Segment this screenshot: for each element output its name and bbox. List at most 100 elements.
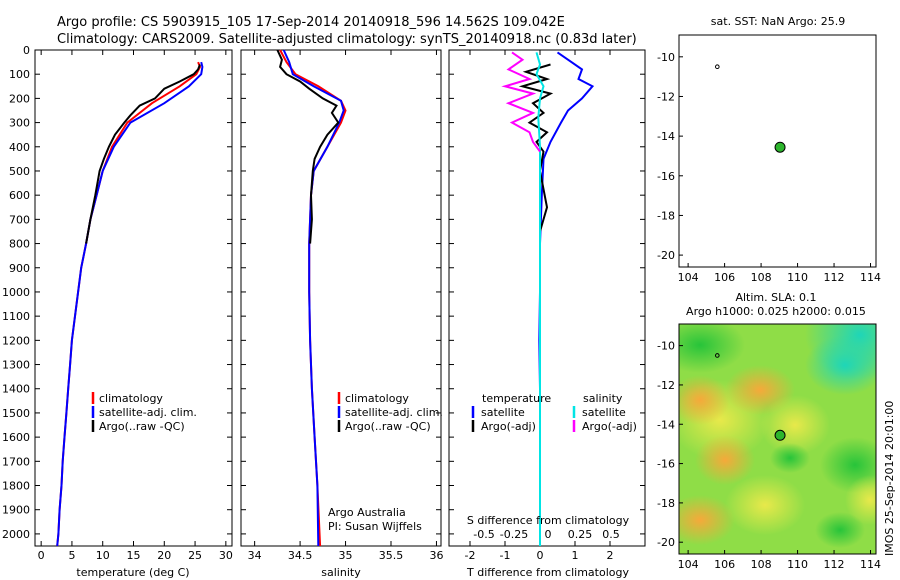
map-x-tick-label: 106 xyxy=(714,271,735,284)
legend-climatology-label: climatology xyxy=(99,392,163,405)
x-tick-label: 1 xyxy=(572,549,579,562)
map-y-tick-label: -18 xyxy=(657,209,675,222)
map-x-tick-label: 114 xyxy=(860,271,881,284)
y-tick-label: 600 xyxy=(9,189,30,202)
s-tick-label: 0.25 xyxy=(568,528,593,541)
sla-map-subtitle: Argo h1000: 0.025 h2000: 0.015 xyxy=(686,305,866,318)
s-difference-xlabel: S difference from climatology xyxy=(467,514,630,527)
temperature-xlabel: temperature (deg C) xyxy=(76,566,189,579)
y-tick-label: 200 xyxy=(9,92,30,105)
sla-map-title: Altim. SLA: 0.1 xyxy=(735,291,816,304)
argo-position-marker xyxy=(774,141,786,153)
series-line-argo-raw-qc- xyxy=(276,49,340,244)
y-tick-label: 1000 xyxy=(2,286,30,299)
x-tick-label: 0 xyxy=(38,549,45,562)
temperature-legend: climatology satellite-adj. clim. Argo(..… xyxy=(91,392,197,433)
sst-map-panel: sat. SST: NaN Argo: 25.9 104 106 108 110 112… xyxy=(657,15,881,284)
series-line-salinity-satellite xyxy=(535,52,545,546)
sla-patch xyxy=(679,495,735,545)
x-tick-label: 20 xyxy=(157,549,171,562)
sla-map-panel: Altim. SLA: 0.1 Argo h1000: 0.025 h2000:… xyxy=(657,291,896,571)
difference-panel: -2 -1 0 1 2 S difference from climatology -0… xyxy=(448,49,646,579)
argo-position-marker xyxy=(774,429,786,441)
y-tick-label: 300 xyxy=(9,117,30,130)
series-line-argo-raw-qc- xyxy=(85,64,201,244)
y-tick-label: 0 xyxy=(23,44,30,57)
map-y-tick-label: -12 xyxy=(657,90,675,103)
series-line-satellite-adj-clim- xyxy=(56,61,204,547)
s-tick-label: -0.5 xyxy=(473,528,494,541)
map-y-tick-label: -16 xyxy=(657,458,675,471)
map-x-tick-label: 108 xyxy=(751,558,772,571)
s-tick-label: -0.25 xyxy=(500,528,528,541)
legend-satellite-label: satellite-adj. clim. xyxy=(99,406,197,419)
map-y-tick-label: -10 xyxy=(657,340,675,353)
header-line-1: Argo profile: CS 5903915_105 17-Sep-2014… xyxy=(57,15,565,30)
prior-position-marker xyxy=(715,353,720,358)
sla-patch xyxy=(695,435,755,485)
sla-patch xyxy=(679,324,745,373)
s-tick-label: 0.5 xyxy=(602,528,620,541)
series-line-climatology xyxy=(56,61,202,547)
difference-axes-box xyxy=(448,49,646,547)
x-tick-label: 0 xyxy=(537,549,544,562)
y-tick-label: 1200 xyxy=(2,334,30,347)
map-y-tick-label: -12 xyxy=(657,379,675,392)
salinity-xlabel: salinity xyxy=(321,566,361,579)
sla-heatmap xyxy=(679,324,876,554)
sla-patch xyxy=(679,375,730,425)
temperature-panel: 0100200300400500600700800900100011001200… xyxy=(2,44,233,579)
x-tick-label: 36 xyxy=(429,549,443,562)
map-x-tick-label: 104 xyxy=(678,271,699,284)
pi-label: PI: Susan Wijffels xyxy=(328,520,422,533)
prior-position-marker xyxy=(715,64,720,70)
map-x-tick-label: 112 xyxy=(824,558,845,571)
sla-patch xyxy=(725,475,805,535)
legend-salinity-title: salinity xyxy=(583,392,623,405)
x-tick-label: 30 xyxy=(219,549,233,562)
y-tick-label: 400 xyxy=(9,141,30,154)
map-x-tick-label: 110 xyxy=(787,558,808,571)
argo-australia-label: Argo Australia xyxy=(328,506,406,519)
series-line-salinity-argo-adj- xyxy=(501,51,541,153)
temperature-axes-box xyxy=(34,49,233,547)
x-tick-label: 5 xyxy=(68,549,75,562)
header-line-2: Climatology: CARS2009. Satellite-adjuste… xyxy=(57,32,637,47)
legend-argo-label: Argo(..raw -QC) xyxy=(99,420,185,433)
difference-legend: temperature satellite Argo(-adj) salinit… xyxy=(471,392,637,433)
t-difference-xlabel: T difference from climatology xyxy=(466,566,629,579)
x-tick-label: -2 xyxy=(465,549,476,562)
y-tick-label: 1700 xyxy=(2,455,30,468)
x-tick-label: -1 xyxy=(500,549,511,562)
x-tick-label: 35 xyxy=(339,549,353,562)
y-tick-label: 1800 xyxy=(2,480,30,493)
imos-date-label: IMOS 25-Sep-2014 20:01:00 xyxy=(883,401,896,556)
sla-patch xyxy=(845,475,876,525)
legend-t-satellite-label: satellite xyxy=(481,406,525,419)
legend-climatology-label: climatology xyxy=(345,392,409,405)
map-y-tick-label: -20 xyxy=(657,536,675,549)
x-tick-label: 34.5 xyxy=(288,549,313,562)
series-line-satellite-adj-clim- xyxy=(282,49,345,547)
salinity-legend: climatology satellite-adj. clim. Argo(..… xyxy=(337,392,443,433)
y-tick-label: 1100 xyxy=(2,310,30,323)
map-y-tick-label: -14 xyxy=(657,130,675,143)
sst-map-title: sat. SST: NaN Argo: 25.9 xyxy=(711,15,845,28)
y-tick-label: 1500 xyxy=(2,407,30,420)
sla-patch xyxy=(770,443,810,473)
y-tick-label: 500 xyxy=(9,165,30,178)
y-tick-label: 800 xyxy=(9,238,30,251)
y-tick-label: 1300 xyxy=(2,359,30,372)
y-tick-label: 1400 xyxy=(2,383,30,396)
s-tick-label: 0 xyxy=(545,528,552,541)
sla-patch xyxy=(805,335,876,395)
y-tick-label: 1900 xyxy=(2,504,30,517)
salinity-panel: 34 34.5 35 35.5 36 salinity climatology sate… xyxy=(240,49,443,579)
map-y-tick-label: -20 xyxy=(657,249,675,262)
x-tick-label: 2 xyxy=(607,549,614,562)
series-line-temperature-argo-adj- xyxy=(518,63,554,232)
y-tick-label: 1600 xyxy=(2,431,30,444)
map-y-tick-label: -18 xyxy=(657,497,675,510)
sla-patch xyxy=(815,512,865,548)
legend-t-argo-label: Argo(-adj) xyxy=(481,420,536,433)
